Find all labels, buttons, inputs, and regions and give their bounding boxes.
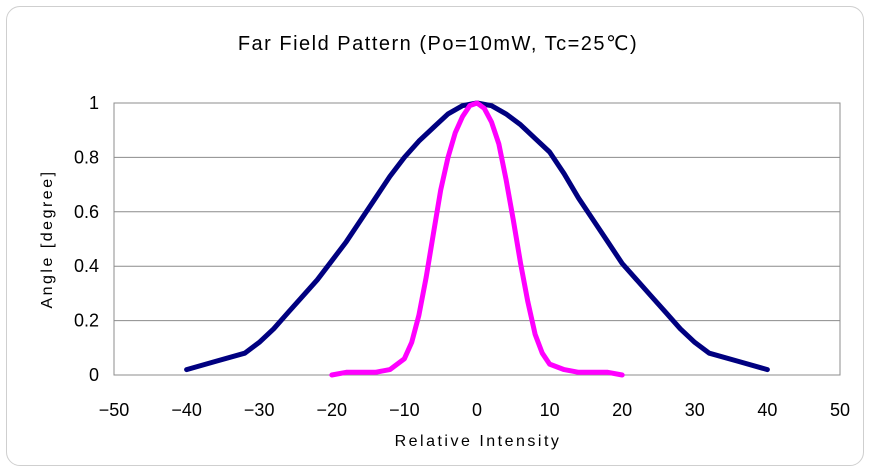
x-tick-label: 40 bbox=[757, 400, 777, 420]
x-tick-label: 0 bbox=[472, 400, 482, 420]
y-tick-label: 1 bbox=[89, 93, 99, 113]
x-tick-label: 30 bbox=[685, 400, 705, 420]
y-tick-label: 0.2 bbox=[74, 311, 99, 331]
x-tick-label: 10 bbox=[540, 400, 560, 420]
x-tick-label: 20 bbox=[612, 400, 632, 420]
x-tick-label: 50 bbox=[830, 400, 850, 420]
y-tick-labels: 0 0.2 0.4 0.6 0.8 1 bbox=[74, 93, 99, 385]
series-group bbox=[184, 100, 770, 378]
x-tick-label: −30 bbox=[244, 400, 275, 420]
x-tick-label: −40 bbox=[171, 400, 202, 420]
chart-title: Far Field Pattern (Po=10mW, Tc=25℃) bbox=[238, 33, 638, 55]
x-axis-label: Relative Intensity bbox=[395, 433, 562, 450]
x-tick-label: −20 bbox=[317, 400, 348, 420]
y-axis-label: Angle [degree] bbox=[39, 169, 56, 308]
y-tick-label: 0 bbox=[89, 365, 99, 385]
x-tick-labels: −50 −40 −30 −20 −10 0 10 20 30 40 50 bbox=[99, 400, 850, 420]
grid-lines bbox=[114, 156, 840, 322]
y-tick-label: 0.8 bbox=[74, 147, 99, 167]
y-tick-label: 0.4 bbox=[74, 256, 99, 276]
series-line-2 bbox=[329, 100, 625, 378]
plot-area bbox=[113, 102, 841, 376]
x-tick-label: −50 bbox=[99, 400, 130, 420]
y-tick-label: 0.6 bbox=[74, 202, 99, 222]
x-tick-label: −10 bbox=[389, 400, 420, 420]
